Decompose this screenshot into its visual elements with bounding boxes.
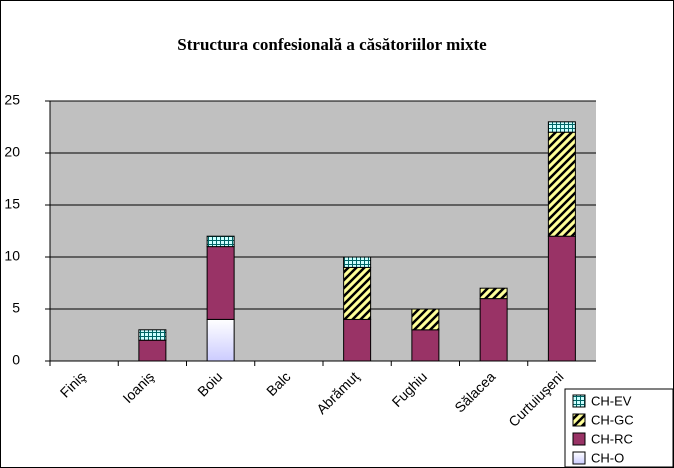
bar-segment: [479, 298, 508, 362]
legend-label: CH-GC: [591, 412, 634, 427]
bar-segment: [138, 339, 167, 362]
y-tick-label: 20: [4, 144, 20, 160]
y-tick-label: 5: [12, 300, 20, 316]
y-tick-label: 10: [4, 248, 20, 264]
legend-swatch: [572, 432, 586, 446]
bar-segment: [547, 235, 576, 362]
legend-swatch: [572, 451, 586, 465]
y-tick-label: 15: [4, 196, 20, 212]
bar-segment: [206, 318, 235, 362]
bar-segment: [343, 266, 372, 320]
legend-label: CH-O: [591, 450, 624, 465]
bar-segment: [411, 329, 440, 362]
bar-segment: [547, 121, 576, 133]
bar-segment: [547, 131, 576, 237]
bar-segment: [343, 318, 372, 362]
bar-segment: [479, 287, 508, 300]
legend-label: CH-RC: [591, 431, 633, 446]
legend-label: CH-EV: [591, 393, 632, 408]
bar-segment: [206, 246, 235, 320]
legend: CH-EV CH-GC CH-RC CH-O: [564, 388, 674, 468]
bar-segment: [138, 329, 167, 341]
y-tick-label: 25: [4, 92, 20, 108]
bar-segment: [206, 235, 235, 248]
chart-title: Structura confesională a căsătoriilor mi…: [177, 35, 487, 54]
plot-area: [50, 101, 596, 361]
bar-segment: [343, 256, 372, 268]
legend-swatch: [572, 413, 586, 427]
bar-segment: [411, 308, 440, 331]
y-tick-label: 0: [12, 352, 20, 368]
legend-swatch: [572, 394, 586, 408]
